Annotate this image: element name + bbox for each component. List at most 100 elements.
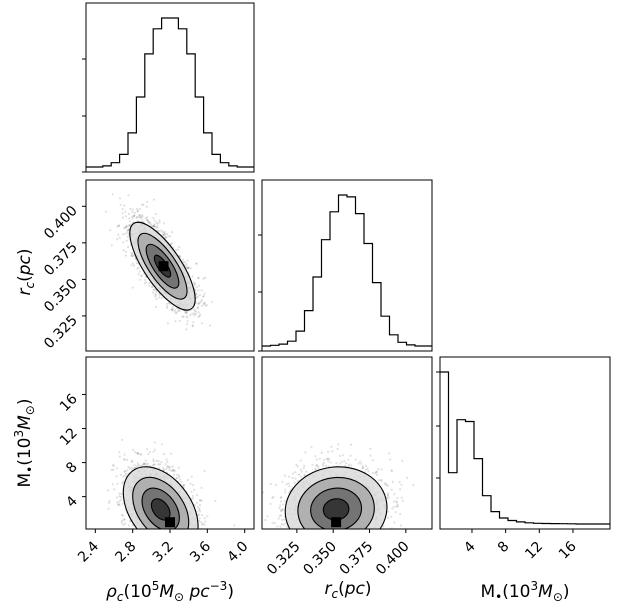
scatter-point <box>136 464 140 467</box>
scatter-point <box>170 469 173 472</box>
scatter-point <box>197 289 200 292</box>
scatter-point <box>159 537 161 539</box>
scatter-point <box>180 530 182 532</box>
scatter-point <box>182 545 184 547</box>
scatter-point <box>181 531 183 533</box>
scatter-point <box>144 459 147 462</box>
scatter-point <box>138 214 141 217</box>
scatter-point <box>211 300 214 303</box>
scatter-point <box>173 470 176 473</box>
scatter-point <box>169 539 171 541</box>
scatter-point <box>174 567 176 569</box>
scatter-point <box>146 218 149 221</box>
scatter-point <box>177 532 179 534</box>
scatter-point <box>147 548 149 550</box>
scatter-point <box>122 480 125 483</box>
scatter-point <box>161 533 163 535</box>
scatter-point <box>124 472 128 475</box>
scatter-point <box>160 461 163 464</box>
scatter-point <box>107 501 111 504</box>
scatter-point <box>140 533 142 535</box>
scatter-point <box>162 534 164 536</box>
scatter-point <box>157 529 159 531</box>
scatter-point <box>169 243 172 246</box>
scatter-point <box>145 548 147 550</box>
scatter-point <box>152 224 155 227</box>
scatter-point <box>190 490 193 493</box>
scatter-point <box>187 266 190 269</box>
scatter-point <box>189 540 191 542</box>
scatter-point <box>202 561 204 563</box>
scatter-point <box>127 245 130 249</box>
scatter-point <box>152 289 155 292</box>
scatter-point <box>204 304 207 307</box>
scatter-point <box>173 560 175 562</box>
scatter-point <box>166 534 168 536</box>
scatter-point <box>174 536 176 538</box>
scatter-point <box>185 265 188 268</box>
scatter-point <box>153 533 155 535</box>
scatter-point <box>122 249 125 252</box>
scatter-point <box>168 468 171 471</box>
scatter-point <box>198 498 201 501</box>
scatter-point <box>208 324 212 327</box>
scatter-point <box>193 282 196 285</box>
scatter-point <box>117 224 120 227</box>
scatter-point <box>174 539 176 541</box>
scatter-point <box>182 558 184 560</box>
scatter-point <box>162 530 164 532</box>
scatter-point <box>119 498 122 501</box>
scatter-point <box>163 231 167 234</box>
scatter-point <box>151 533 153 535</box>
scatter-point <box>128 217 131 220</box>
scatter-point <box>143 538 145 540</box>
scatter-point <box>142 203 145 206</box>
scatter-point <box>200 322 203 325</box>
scatter-point <box>133 214 136 217</box>
scatter-point <box>144 541 146 543</box>
scatter-point <box>121 514 125 517</box>
scatter-point <box>186 478 189 481</box>
scatter-point <box>126 231 129 234</box>
scatter-point <box>136 210 139 213</box>
scatter-point <box>153 225 156 228</box>
scatter-point <box>180 548 182 550</box>
scatter-point <box>124 232 127 235</box>
scatter-point <box>178 476 181 479</box>
scatter-point <box>153 293 156 296</box>
scatter-point <box>181 538 183 540</box>
scatter-point <box>131 286 134 289</box>
scatter-point <box>160 531 162 533</box>
scatter-point <box>182 551 184 553</box>
scatter-point <box>144 217 147 220</box>
scatter-point <box>198 513 201 516</box>
scatter-point <box>150 286 154 289</box>
scatter-point <box>132 264 136 267</box>
scatter-point <box>132 215 135 218</box>
scatter-point <box>123 204 126 207</box>
scatter-point <box>194 531 196 533</box>
scatter-point <box>182 532 184 534</box>
scatter-point <box>144 535 146 537</box>
scatter-point <box>165 467 168 470</box>
scatter-point <box>148 533 150 535</box>
scatter-point <box>130 252 133 255</box>
scatter-point <box>202 277 205 280</box>
scatter-point <box>179 540 181 542</box>
scatter-point <box>142 537 144 539</box>
scatter-point <box>199 510 202 513</box>
scatter-point <box>203 517 206 520</box>
scatter-point <box>164 235 167 239</box>
y-tick-label: 0.350 <box>41 276 81 316</box>
scatter-point <box>201 514 204 517</box>
scatter-point <box>176 530 178 532</box>
scatter-point <box>118 492 121 495</box>
scatter-point <box>152 458 155 461</box>
scatter-point <box>183 553 185 555</box>
scatter-point <box>125 535 127 537</box>
scatter-point <box>172 556 174 558</box>
scatter-point <box>183 534 185 536</box>
scatter-point <box>195 531 197 533</box>
scatter-point <box>166 322 170 325</box>
scatter-point <box>165 531 167 533</box>
